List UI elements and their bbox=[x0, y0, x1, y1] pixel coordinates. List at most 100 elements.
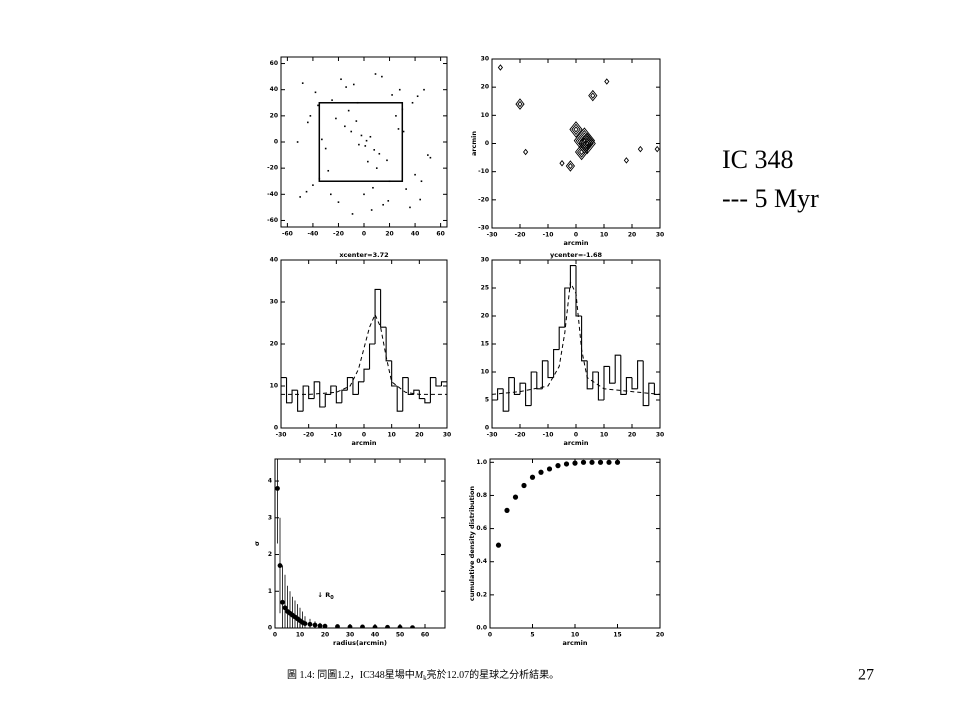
contour-level bbox=[579, 148, 585, 156]
point bbox=[365, 139, 368, 142]
histogram-bin bbox=[285, 377, 293, 404]
histogram-bin bbox=[368, 343, 376, 370]
point bbox=[367, 160, 369, 163]
point bbox=[385, 624, 390, 628]
point bbox=[521, 482, 527, 489]
point bbox=[597, 459, 604, 465]
point bbox=[504, 507, 510, 513]
x-tick-label: 0 bbox=[362, 432, 366, 439]
contour-group bbox=[515, 98, 525, 110]
marks bbox=[296, 73, 432, 215]
contour-level bbox=[584, 140, 590, 147]
y-tick-label: 0.0 bbox=[476, 625, 487, 632]
slide-subtitle: --- 5 Myr bbox=[722, 184, 819, 213]
histogram-bin bbox=[396, 386, 403, 412]
histogram-bin bbox=[319, 381, 326, 408]
contour-level bbox=[654, 145, 660, 153]
point bbox=[345, 86, 347, 88]
y-tick-label: 25 bbox=[481, 285, 489, 292]
point bbox=[364, 145, 367, 147]
point bbox=[352, 83, 355, 86]
histogram-bin bbox=[508, 377, 515, 412]
contour-level bbox=[573, 126, 579, 133]
contour-group bbox=[604, 78, 610, 85]
histogram-bin bbox=[346, 377, 353, 391]
caption-subscript: k bbox=[423, 674, 427, 682]
contour-level bbox=[497, 64, 503, 71]
y-tick-label: -30 bbox=[478, 225, 489, 232]
point bbox=[337, 201, 340, 203]
x-tick-label: -20 bbox=[333, 231, 344, 238]
contour-level bbox=[588, 89, 598, 102]
marks bbox=[275, 459, 415, 628]
histogram-bin bbox=[581, 316, 588, 362]
y-tick-label: 20 bbox=[481, 313, 489, 320]
y-tick-label: 60 bbox=[270, 60, 278, 67]
point bbox=[317, 104, 319, 107]
contour-level bbox=[517, 100, 523, 108]
histogram-bin bbox=[330, 385, 337, 395]
y-axis-label: σ bbox=[253, 541, 261, 546]
plot-frame bbox=[274, 458, 446, 629]
point bbox=[555, 463, 561, 469]
histogram-bin bbox=[313, 381, 320, 399]
histogram-bin bbox=[575, 265, 582, 317]
point bbox=[350, 130, 353, 133]
point bbox=[344, 125, 346, 128]
point bbox=[395, 115, 397, 117]
point bbox=[606, 459, 612, 465]
contour-level bbox=[523, 148, 529, 156]
y-tick-label: 4 bbox=[268, 478, 272, 485]
histogram-bin bbox=[625, 377, 632, 395]
histogram-bin bbox=[642, 360, 649, 407]
point bbox=[580, 459, 587, 465]
point bbox=[410, 625, 415, 628]
y-tick-label: 0.8 bbox=[476, 492, 487, 499]
histogram-bin bbox=[380, 289, 387, 328]
y-tick-label: 2 bbox=[268, 551, 272, 558]
histogram-bin bbox=[536, 372, 543, 390]
contour-group bbox=[588, 89, 598, 102]
point bbox=[282, 605, 288, 611]
point bbox=[307, 121, 309, 124]
point bbox=[402, 130, 405, 133]
histogram-bin bbox=[497, 388, 504, 400]
x-tick-label: 0 bbox=[362, 231, 366, 238]
y-tick-label: -20 bbox=[267, 165, 278, 172]
point bbox=[331, 99, 333, 101]
point bbox=[351, 213, 354, 215]
x-tick-label: 20 bbox=[385, 231, 393, 238]
x-tick-label: -20 bbox=[515, 432, 526, 439]
x-tick-label: 20 bbox=[628, 232, 636, 239]
annotation: ↓ R0 bbox=[318, 591, 335, 601]
histogram-bin bbox=[429, 377, 436, 403]
x-tick-label: 5 bbox=[530, 632, 534, 639]
fit-line bbox=[492, 280, 660, 395]
x-tick-label: -10 bbox=[543, 432, 554, 439]
point bbox=[347, 624, 353, 628]
point bbox=[335, 117, 337, 120]
histogram-bin bbox=[620, 355, 627, 395]
point bbox=[391, 94, 393, 96]
x-tick-label: 20 bbox=[415, 432, 423, 439]
histogram-bin bbox=[637, 360, 644, 389]
caption-text: 亮於12.07的星球之分析結果。 bbox=[427, 668, 560, 681]
x-tick-label: -30 bbox=[487, 432, 498, 439]
point bbox=[314, 91, 317, 94]
x-tick-label: 20 bbox=[321, 632, 329, 639]
point bbox=[416, 95, 419, 98]
histogram-bin bbox=[614, 354, 621, 384]
chart-title: ycenter=-1.68 bbox=[550, 251, 603, 259]
x-tick-label: -20 bbox=[515, 232, 526, 239]
y-tick-label: 0 bbox=[485, 140, 489, 147]
contour-group bbox=[637, 145, 643, 153]
page-number: 27 bbox=[858, 667, 874, 684]
x-tick-label: 0 bbox=[273, 632, 277, 639]
point bbox=[423, 88, 425, 91]
marks bbox=[495, 459, 621, 548]
histogram-bin bbox=[302, 385, 309, 412]
histogram-bin bbox=[281, 377, 287, 428]
x-tick-label: 0 bbox=[574, 232, 578, 239]
slide-title: IC 348 bbox=[722, 145, 794, 174]
histogram-bin bbox=[335, 386, 342, 404]
